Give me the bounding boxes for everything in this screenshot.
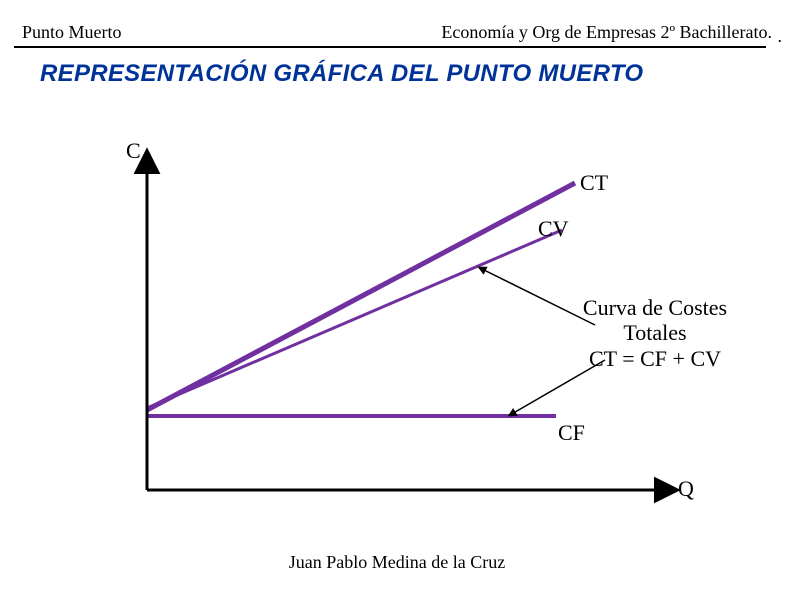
header-trailing-dot: .: [778, 26, 783, 47]
annotation-box: Curva de Costes Totales CT = CF + CV: [560, 295, 750, 371]
label-cv: CV: [538, 216, 569, 242]
label-cf: CF: [558, 420, 585, 446]
page-header: Punto Muerto Economía y Org de Empresas …: [0, 0, 794, 45]
punto-muerto-chart: C Q CT CV CF Curva de Costes Totales CT …: [130, 140, 720, 520]
header-left: Punto Muerto: [22, 22, 122, 43]
y-axis-label: C: [126, 138, 141, 164]
header-rule: [14, 46, 766, 48]
annotation-line-3: CT = CF + CV: [560, 346, 750, 371]
x-axis-label: Q: [678, 476, 694, 502]
label-ct: CT: [580, 170, 608, 196]
page-title: REPRESENTACIÓN GRÁFICA DEL PUNTO MUERTO: [40, 60, 643, 88]
header-right: Economía y Org de Empresas 2º Bachillera…: [441, 22, 772, 43]
page-footer: Juan Pablo Medina de la Cruz: [0, 552, 794, 573]
annotation-line-1: Curva de Costes: [560, 295, 750, 320]
annotation-line-2: Totales: [560, 320, 750, 345]
